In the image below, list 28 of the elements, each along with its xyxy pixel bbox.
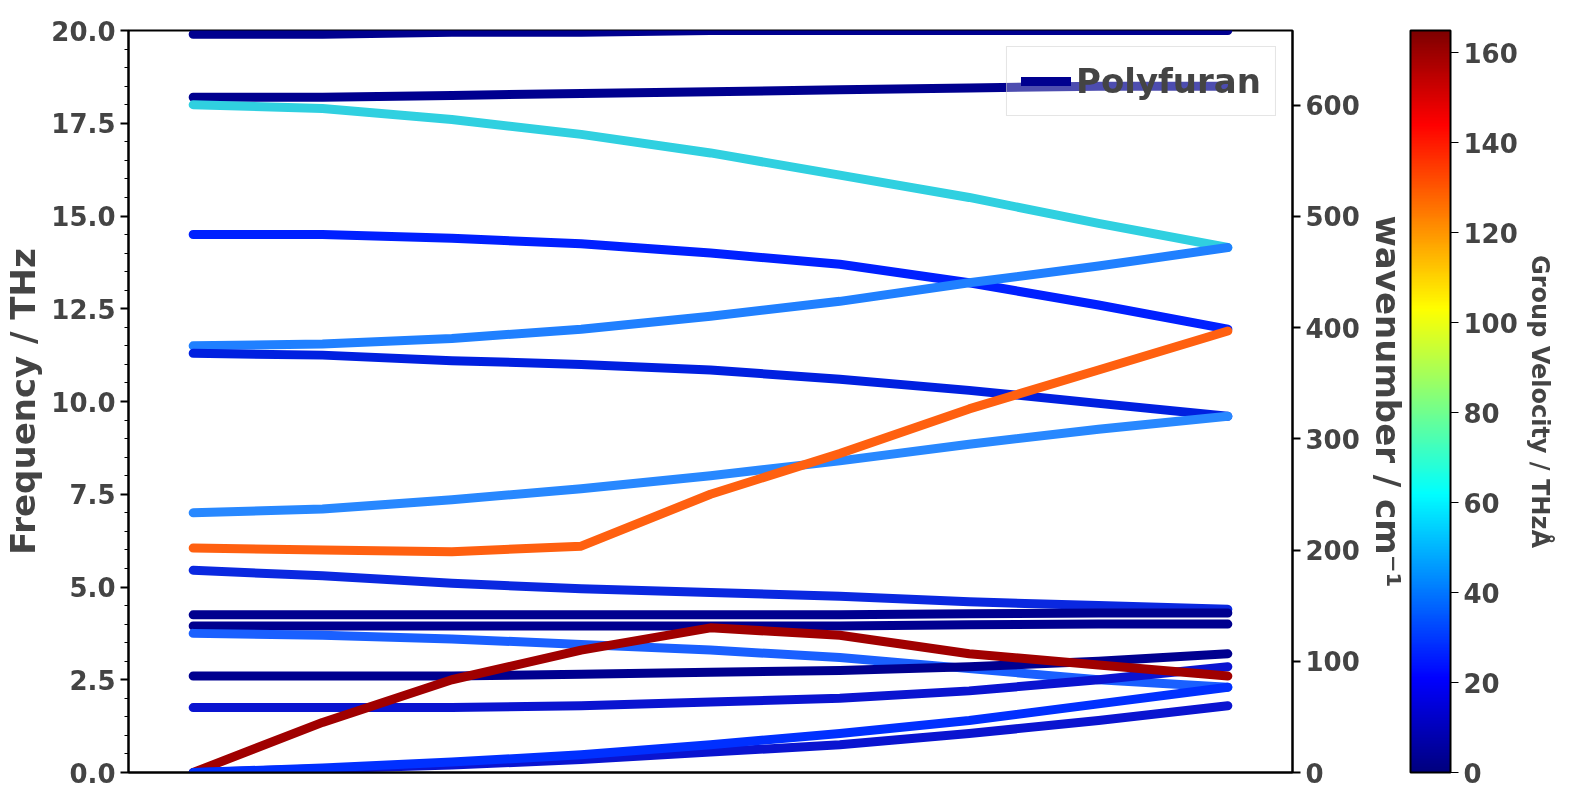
color-bar-label: 100 bbox=[1463, 308, 1518, 339]
y-tick-label: 17.5 bbox=[51, 109, 116, 140]
color-bar-label: 80 bbox=[1463, 398, 1500, 429]
y-tick-label: 10.0 bbox=[51, 387, 116, 418]
y2-tick-label: 0 bbox=[1305, 758, 1324, 789]
color-bar-label: 160 bbox=[1463, 38, 1518, 69]
y-tick-label: 15.0 bbox=[51, 202, 116, 232]
color-bar-label: 60 bbox=[1463, 488, 1500, 519]
color-bar-label: 20 bbox=[1463, 668, 1500, 699]
y-tick-label: 0.0 bbox=[69, 758, 116, 789]
y-tick-label: 7.5 bbox=[69, 480, 116, 511]
y2-tick-label: 600 bbox=[1305, 91, 1360, 122]
color-bar-label: 40 bbox=[1463, 578, 1500, 609]
color-bar-label: 0 bbox=[1463, 758, 1482, 789]
y2-tick-label: 400 bbox=[1305, 313, 1360, 344]
y2-tick-label: 200 bbox=[1305, 536, 1360, 567]
y-tick-label: 12.5 bbox=[51, 294, 116, 325]
y-tick-label: 2.5 bbox=[69, 665, 116, 696]
color-bar-label: 140 bbox=[1463, 128, 1518, 159]
y2-axis-title: wavenumber / cm⁻¹ bbox=[1367, 215, 1408, 588]
color-bar-label: 120 bbox=[1463, 218, 1518, 249]
y-axis-title: Frequency / THz bbox=[3, 248, 44, 555]
y2-tick-label: 100 bbox=[1305, 647, 1360, 678]
color-bar-title: Group Velocity / THzÅ bbox=[1525, 255, 1555, 549]
y-tick-label: 20.0 bbox=[51, 16, 116, 47]
y-tick-label: 5.0 bbox=[69, 573, 116, 603]
y2-tick-label: 500 bbox=[1305, 202, 1360, 233]
y2-tick-label: 300 bbox=[1305, 424, 1360, 455]
